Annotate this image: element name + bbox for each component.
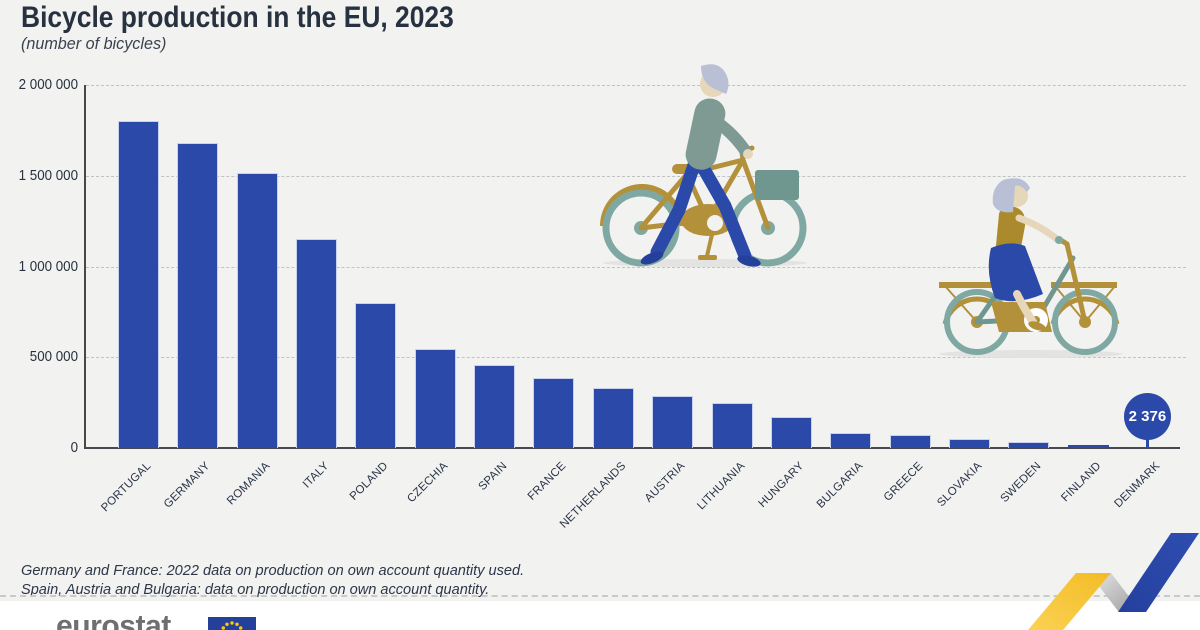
bar-france bbox=[533, 378, 574, 448]
bar-netherlands bbox=[593, 388, 634, 448]
bar-sweden bbox=[1008, 442, 1049, 448]
gridline-1500000 bbox=[86, 175, 1186, 177]
bar-finland bbox=[1068, 445, 1109, 448]
hair bbox=[701, 64, 729, 94]
bar-lithuania bbox=[712, 403, 753, 448]
bar-portugal bbox=[118, 121, 159, 448]
x-axis-line bbox=[84, 447, 1180, 449]
walking-cyclist-illustration bbox=[600, 64, 807, 267]
gridline-2000000 bbox=[86, 85, 1186, 86]
footnote-line-1: Germany and France: 2022 data on product… bbox=[21, 562, 525, 579]
value-badge-denmark: 2 376 bbox=[1123, 393, 1171, 440]
hair bbox=[992, 178, 1030, 213]
riding-cyclist-illustration bbox=[939, 178, 1123, 358]
y-tick-label-500000: 500 000 bbox=[29, 349, 78, 366]
bar-spain bbox=[474, 365, 515, 448]
y-tick-label-1500000: 1 500 000 bbox=[18, 167, 78, 184]
bar-italy bbox=[296, 239, 337, 448]
bar-greece bbox=[890, 435, 931, 448]
footnote-line-2: Spain, Austria and Bulgaria: data on pro… bbox=[21, 581, 490, 598]
skirt bbox=[988, 243, 1043, 302]
eu-flag-icon bbox=[208, 617, 256, 630]
badge-stem-denmark bbox=[1145, 436, 1149, 448]
chart-subtitle: (number of bicycles) bbox=[21, 34, 167, 53]
zigzag-trend-graphic bbox=[1028, 533, 1199, 630]
footer-strip bbox=[0, 601, 1200, 630]
y-axis-line bbox=[84, 85, 86, 448]
bicycle-basket bbox=[755, 170, 799, 200]
y-tick-label-0: 0 bbox=[70, 440, 78, 456]
eurostat-logo-text: eurostat bbox=[56, 608, 171, 630]
tear-off-divider bbox=[0, 595, 1200, 597]
gridline-500000 bbox=[86, 357, 1186, 359]
bar-poland bbox=[355, 303, 396, 448]
bar-austria bbox=[652, 396, 693, 448]
gridline-1000000 bbox=[86, 266, 1186, 268]
bar-czechia bbox=[415, 349, 456, 448]
eu-stars bbox=[221, 621, 243, 630]
bar-slovakia bbox=[949, 439, 990, 448]
bar-hungary bbox=[771, 417, 812, 448]
y-tick-label-2000000: 2 000 000 bbox=[18, 77, 78, 93]
bar-romania bbox=[237, 173, 278, 448]
y-tick-label-1000000: 1 000 000 bbox=[18, 258, 78, 275]
bar-germany bbox=[177, 143, 218, 448]
bar-bulgaria bbox=[830, 433, 871, 448]
chart-title: Bicycle production in the EU, 2023 bbox=[21, 1, 454, 34]
